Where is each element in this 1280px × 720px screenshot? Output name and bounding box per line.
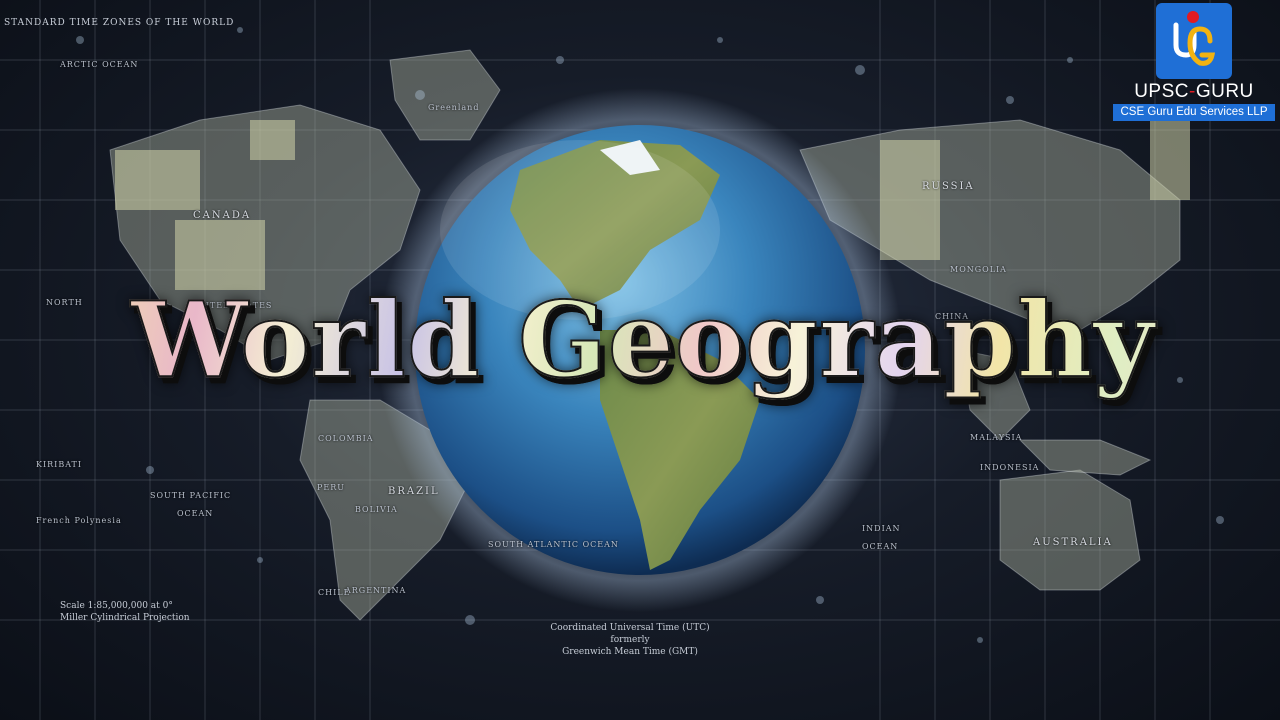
label-argentina: ARGENTINA — [345, 586, 407, 595]
logo-name: UPSC-GURU — [1113, 81, 1275, 103]
label-peru: PERU — [317, 483, 345, 492]
label-mongolia: MONGOLIA — [950, 265, 1007, 274]
globe-ice — [600, 140, 660, 175]
logo-name-dash: - — [1189, 81, 1196, 102]
label-colombia: COLOMBIA — [318, 434, 374, 443]
label-malaysia: MALAYSIA — [970, 433, 1023, 442]
upsc-guru-logo: UPSC-GURU CSE Guru Edu Services LLP — [1113, 3, 1275, 121]
label-bolivia: BOLIVIA — [355, 505, 398, 514]
logo-emblem — [1156, 3, 1232, 79]
label-brazil: BRAZIL — [388, 486, 440, 497]
globe-americas — [510, 140, 760, 570]
label-ocean-indian: OCEAN — [862, 542, 899, 551]
label-russia: RUSSIA — [922, 181, 975, 192]
scale-line-1: Scale 1:85,000,000 at 0° — [60, 601, 173, 611]
map-scale-note: Scale 1:85,000,000 at 0° Miller Cylindri… — [60, 600, 190, 624]
label-french-polynesia: French Polynesia — [36, 516, 122, 525]
logo-name-left: UPSC — [1134, 81, 1189, 102]
droplets — [76, 27, 1224, 643]
utc-line-3: Greenwich Mean Time (GMT) — [562, 647, 698, 657]
utc-line-2: formerly — [610, 635, 650, 645]
highlight-regions — [115, 110, 1190, 290]
logo-name-right: GURU — [1195, 81, 1254, 102]
label-south-pacific: SOUTH PACIFIC — [150, 491, 232, 500]
label-greenland: Greenland — [428, 103, 480, 112]
map-caption: STANDARD TIME ZONES OF THE WORLD — [4, 18, 235, 28]
logo-subtitle: CSE Guru Edu Services LLP — [1113, 104, 1275, 121]
label-indian: INDIAN — [862, 524, 901, 533]
label-indonesia: INDONESIA — [980, 463, 1040, 472]
label-united-states: UNITED STATES — [190, 301, 272, 310]
ug-monogram-icon — [1173, 11, 1216, 66]
label-china: CHINA — [935, 312, 969, 321]
utc-note: Coordinated Universal Time (UTC) formerl… — [540, 622, 720, 658]
globe-highlight — [440, 140, 720, 320]
label-australia: AUSTRALIA — [1033, 537, 1113, 548]
label-arctic-ocean: ARCTIC OCEAN — [60, 60, 139, 69]
scale-line-2: Miller Cylindrical Projection — [60, 613, 190, 623]
label-north-pacific: NORTH — [46, 298, 83, 307]
label-canada: CANADA — [193, 210, 252, 221]
label-kiribati: KIRIBATI — [36, 460, 83, 469]
utc-line-1: Coordinated Universal Time (UTC) — [550, 623, 710, 633]
label-chile: CHILE — [318, 588, 351, 597]
label-ocean-pacific: OCEAN — [177, 509, 214, 518]
label-south-atlantic: SOUTH ATLANTIC OCEAN — [488, 540, 619, 549]
main-title: World Geography — [58, 277, 1228, 402]
